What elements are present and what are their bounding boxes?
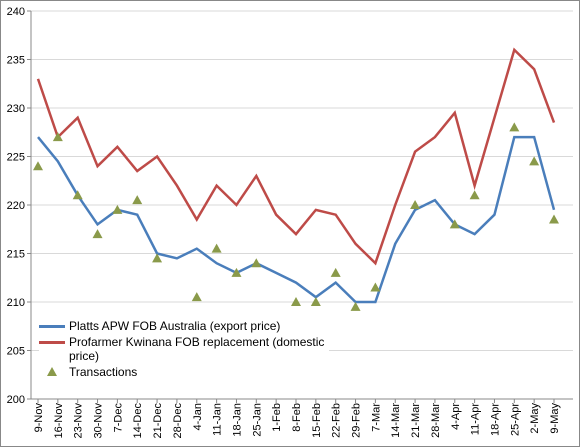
x-tick-label: 21-Mar — [410, 403, 422, 438]
y-tick-label: 205 — [7, 346, 25, 358]
y-tick-label: 235 — [7, 55, 25, 67]
legend-label: Transactions — [69, 365, 138, 379]
x-tick-label: 7-Mar — [370, 403, 382, 432]
x-tick-label: 29-Feb — [351, 403, 363, 438]
x-tick-label: 8-Feb — [291, 403, 303, 432]
x-tick-label: 14-Mar — [390, 403, 402, 438]
transaction-marker — [330, 267, 341, 277]
x-tick-label: 15-Feb — [311, 403, 323, 438]
x-tick-label: 25-Apr — [509, 403, 521, 436]
transaction-marker — [549, 214, 559, 224]
transaction-marker — [251, 258, 262, 268]
transaction-marker — [211, 243, 222, 253]
x-tick-label: 4-Jan — [192, 403, 204, 431]
transaction-marker — [529, 156, 540, 166]
x-tick-label: 11-Jan — [212, 403, 224, 436]
y-tick-label: 230 — [7, 103, 25, 115]
x-tick-label: 1-Feb — [271, 403, 283, 432]
y-tick-label: 210 — [7, 297, 25, 309]
y-tick-label: 240 — [7, 6, 25, 18]
legend-swatch — [39, 319, 65, 333]
x-tick-label: 22-Feb — [331, 403, 343, 438]
legend-item: Profarmer Kwinana FOB replacement (domes… — [39, 335, 329, 363]
transaction-marker — [350, 301, 361, 311]
x-tick-label: 16-Nov — [53, 403, 65, 439]
transaction-marker — [449, 219, 460, 229]
transaction-marker — [132, 195, 143, 205]
x-tick-label: 25-Jan — [251, 403, 263, 437]
transaction-marker — [231, 267, 242, 277]
legend-label: Profarmer Kwinana FOB replacement (domes… — [69, 335, 325, 363]
x-tick-label: 23-Nov — [73, 403, 85, 439]
transaction-marker — [509, 122, 520, 132]
x-tick-label: 2-May — [529, 403, 541, 434]
x-tick-label: 9-May — [549, 403, 561, 434]
transaction-marker — [33, 161, 43, 171]
x-tick-label: 28-Mar — [430, 403, 442, 438]
legend-item: Platts APW FOB Australia (export price) — [39, 319, 329, 333]
transaction-marker — [72, 190, 83, 200]
transaction-marker — [469, 190, 480, 200]
x-tick-label: 4-Apr — [450, 403, 462, 430]
legend: Platts APW FOB Australia (export price) P… — [39, 319, 329, 381]
x-tick-label: 11-Apr — [470, 403, 482, 436]
x-tick-label: 14-Dec — [132, 403, 144, 439]
x-tick-label: 21-Dec — [152, 403, 164, 439]
series-line — [37, 135, 556, 304]
x-tick-label: 7-Dec — [112, 403, 124, 433]
transaction-marker — [410, 200, 421, 209]
transaction-marker — [191, 292, 202, 302]
x-tick-label: 9-Nov — [33, 403, 45, 433]
y-tick-label: 220 — [7, 200, 25, 212]
x-tick-label: 18-Apr — [489, 403, 501, 436]
transaction-marker — [112, 204, 123, 214]
x-tick-label: 18-Jan — [231, 403, 243, 437]
transaction-marker — [52, 132, 63, 142]
y-tick-label: 215 — [7, 249, 25, 261]
x-tick-label: 28-Dec — [172, 403, 184, 439]
x-tick-label: 30-Nov — [93, 403, 105, 439]
transaction-marker — [152, 253, 163, 263]
transaction-marker — [92, 229, 103, 239]
transaction-marker — [370, 282, 381, 292]
y-tick-label: 200 — [7, 394, 25, 406]
transaction-marker — [310, 297, 321, 306]
legend-label: Platts APW FOB Australia (export price) — [69, 319, 281, 333]
series-line — [36, 47, 556, 266]
legend-item: Transactions — [39, 365, 329, 379]
legend-swatch — [39, 365, 65, 379]
transaction-marker — [291, 297, 301, 306]
y-tick-label: 225 — [7, 152, 25, 164]
legend-swatch — [39, 335, 65, 349]
